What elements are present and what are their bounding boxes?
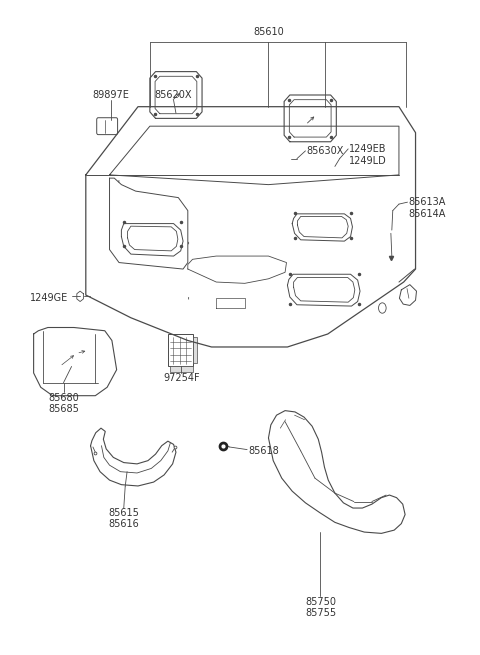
Text: 85613A: 85613A bbox=[408, 197, 446, 207]
Text: 85750: 85750 bbox=[305, 597, 336, 607]
Text: 85610: 85610 bbox=[253, 27, 284, 37]
Text: 85680: 85680 bbox=[48, 392, 79, 403]
Bar bbox=[170, 366, 193, 371]
FancyBboxPatch shape bbox=[96, 118, 118, 135]
Text: 85620X: 85620X bbox=[155, 90, 192, 100]
Text: 97254F: 97254F bbox=[164, 373, 201, 383]
Bar bbox=[168, 334, 193, 366]
Text: 85630X: 85630X bbox=[306, 146, 344, 156]
Text: 85618: 85618 bbox=[249, 446, 279, 456]
Text: 89897E: 89897E bbox=[93, 90, 130, 100]
Text: 1249GE: 1249GE bbox=[30, 293, 69, 303]
Text: 85614A: 85614A bbox=[408, 209, 446, 219]
Text: 85755: 85755 bbox=[305, 608, 336, 618]
Bar bbox=[193, 337, 197, 364]
Text: 1249EB: 1249EB bbox=[349, 144, 386, 154]
Text: 85685: 85685 bbox=[48, 403, 79, 414]
Text: 1249LD: 1249LD bbox=[349, 156, 387, 166]
Text: 85616: 85616 bbox=[108, 519, 139, 529]
Text: 85615: 85615 bbox=[108, 508, 139, 517]
